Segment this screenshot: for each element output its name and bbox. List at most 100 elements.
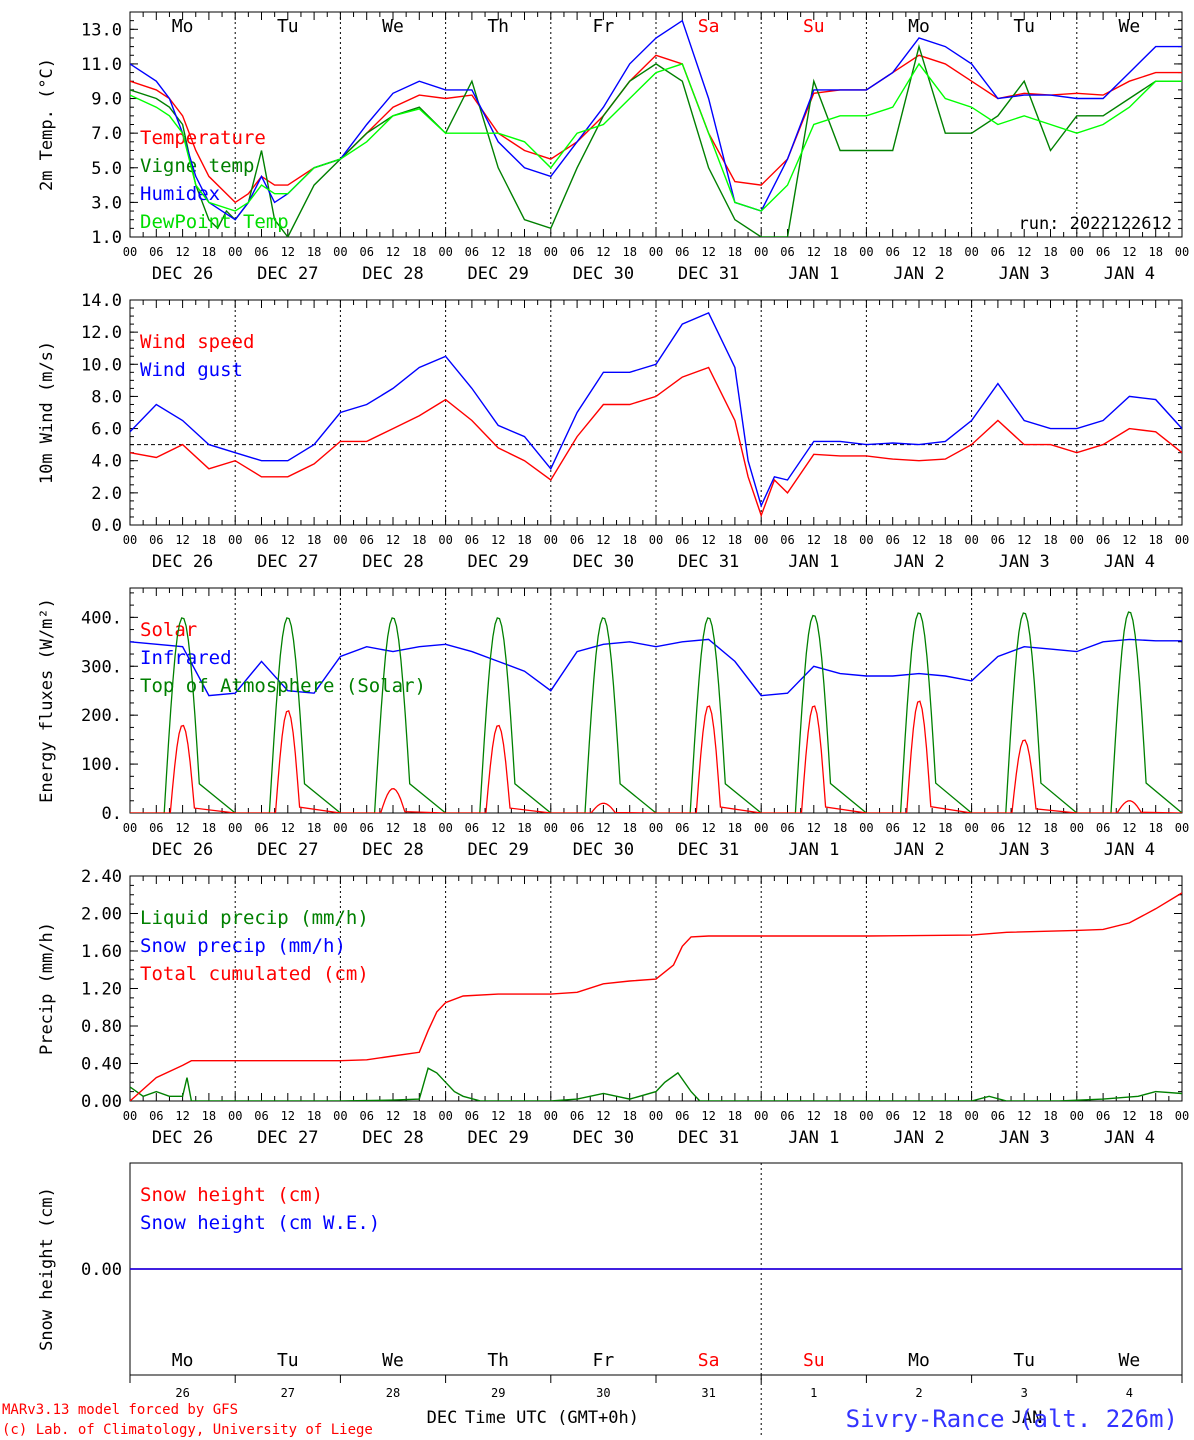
day-name-label: Mo [172, 1350, 194, 1371]
hour-tick-label: 18 [307, 245, 321, 259]
hour-tick-label: 12 [386, 245, 400, 259]
y-tick-label: 400. [81, 608, 122, 628]
day-name-label: Fr [593, 1350, 615, 1371]
y-tick-label: 11.0 [81, 55, 122, 75]
hour-tick-label: 00 [859, 821, 873, 835]
hour-tick-label: 06 [675, 821, 689, 835]
hour-tick-label: 06 [675, 245, 689, 259]
date-label: DEC 31 [678, 552, 739, 572]
date-label: DEC 30 [573, 1128, 634, 1148]
panel-2: 00 06 12 18 00 06 12 18 00 06 12 18 00 06 12 18 00 06 12 18… [37, 587, 1189, 860]
date-label: JAN 2 [893, 840, 944, 860]
y-tick-label: 0.0 [91, 516, 122, 536]
day-name-label: Su [803, 16, 825, 37]
date-label: JAN 3 [999, 552, 1050, 572]
legend-entry: Snow height (cm) [140, 1184, 323, 1206]
date-label: DEC 28 [362, 840, 423, 860]
hour-tick-label: 18 [833, 245, 847, 259]
day-name-label: Mo [908, 1350, 930, 1371]
hour-tick-label: 06 [149, 1109, 163, 1123]
hour-tick-label: 00 [333, 245, 347, 259]
date-label: JAN 2 [893, 552, 944, 572]
hour-tick-label: 06 [991, 245, 1005, 259]
date-label: DEC 26 [152, 552, 213, 572]
hour-tick-label: 18 [517, 821, 531, 835]
hour-tick-label: 18 [307, 821, 321, 835]
date-label: JAN 2 [893, 264, 944, 284]
hour-tick-label: 00 [123, 245, 137, 259]
legend-entry: Temperature [140, 127, 266, 149]
hour-tick-label: 00 [859, 1109, 873, 1123]
series-line-dewpoint-temp [130, 62, 1182, 212]
hour-tick-label: 18 [728, 533, 742, 547]
hour-tick-label: 06 [885, 821, 899, 835]
series-line-top-of-atmosphere-solar [130, 611, 1182, 813]
hour-tick-label: 12 [281, 821, 295, 835]
hour-tick-label: 06 [885, 1109, 899, 1123]
hour-tick-label: 12 [596, 533, 610, 547]
date-label: DEC 29 [467, 1128, 528, 1148]
series-line-wind-speed [130, 366, 1182, 518]
run-annotation: run: 2022122612 [1018, 214, 1172, 234]
legend-entry: DewPoint Temp [140, 211, 289, 233]
panel-3: 00 06 12 18 00 06 12 18 00 06 12 18 00 06 12 18 00 06 12 18… [37, 867, 1189, 1148]
date-label: DEC 26 [152, 840, 213, 860]
hour-tick-label: 00 [649, 533, 663, 547]
legend-entry: Solar [140, 619, 197, 641]
hour-tick-label: 18 [202, 821, 216, 835]
hour-tick-label: 00 [123, 1109, 137, 1123]
hour-tick-label: 00 [438, 821, 452, 835]
hour-tick-label: 00 [438, 533, 452, 547]
day-name-label: Mo [172, 16, 194, 37]
hour-tick-label: 12 [912, 533, 926, 547]
date-label: DEC 30 [573, 264, 634, 284]
legend-entry: Infrared [140, 647, 232, 669]
date-label: DEC 27 [257, 840, 318, 860]
hour-tick-label: 06 [991, 1109, 1005, 1123]
hour-tick-label: 18 [938, 533, 952, 547]
date-label: DEC 26 [152, 264, 213, 284]
hour-tick-label: 06 [149, 245, 163, 259]
date-label: JAN 4 [1104, 840, 1155, 860]
date-label: JAN 2 [893, 1128, 944, 1148]
hour-tick-label: 12 [596, 245, 610, 259]
hour-tick-label: 12 [596, 821, 610, 835]
date-label: JAN 4 [1104, 552, 1155, 572]
hour-tick-label: 00 [544, 533, 558, 547]
hour-tick-label: 06 [359, 1109, 373, 1123]
y-axis-label: Energy fluxes (W/m²) [37, 598, 57, 803]
date-label: DEC 27 [257, 1128, 318, 1148]
y-tick-label: 12.0 [81, 323, 122, 343]
day-number-label: 3 [1021, 1386, 1028, 1400]
legend-entry: Liquid precip (mm/h) [140, 907, 369, 929]
hour-tick-label: 12 [175, 245, 189, 259]
hour-tick-label: 12 [175, 1109, 189, 1123]
hour-tick-label: 12 [701, 245, 715, 259]
date-label: DEC 31 [678, 264, 739, 284]
hour-tick-label: 18 [622, 1109, 636, 1123]
hour-tick-label: 12 [1122, 1109, 1136, 1123]
hour-tick-label: 06 [885, 533, 899, 547]
hour-tick-label: 12 [807, 821, 821, 835]
hour-tick-label: 06 [570, 533, 584, 547]
hour-tick-label: 00 [544, 821, 558, 835]
hour-tick-label: 18 [412, 821, 426, 835]
hour-tick-label: 00 [438, 245, 452, 259]
y-tick-label: 0.00 [81, 1092, 122, 1112]
day-name-label: Sa [698, 16, 720, 37]
y-tick-label: 10.0 [81, 355, 122, 375]
hour-tick-label: 00 [123, 821, 137, 835]
day-name-label: We [1119, 16, 1141, 37]
day-name-label: Tu [277, 16, 299, 37]
hour-tick-label: 12 [386, 1109, 400, 1123]
hour-tick-label: 00 [1175, 245, 1189, 259]
hour-tick-label: 12 [807, 1109, 821, 1123]
hour-tick-label: 18 [517, 1109, 531, 1123]
date-label: JAN 1 [788, 264, 839, 284]
hour-tick-label: 06 [780, 1109, 794, 1123]
y-tick-label: 6.0 [91, 420, 122, 440]
hour-tick-label: 06 [465, 533, 479, 547]
hour-tick-label: 00 [544, 245, 558, 259]
date-label: DEC 30 [573, 840, 634, 860]
